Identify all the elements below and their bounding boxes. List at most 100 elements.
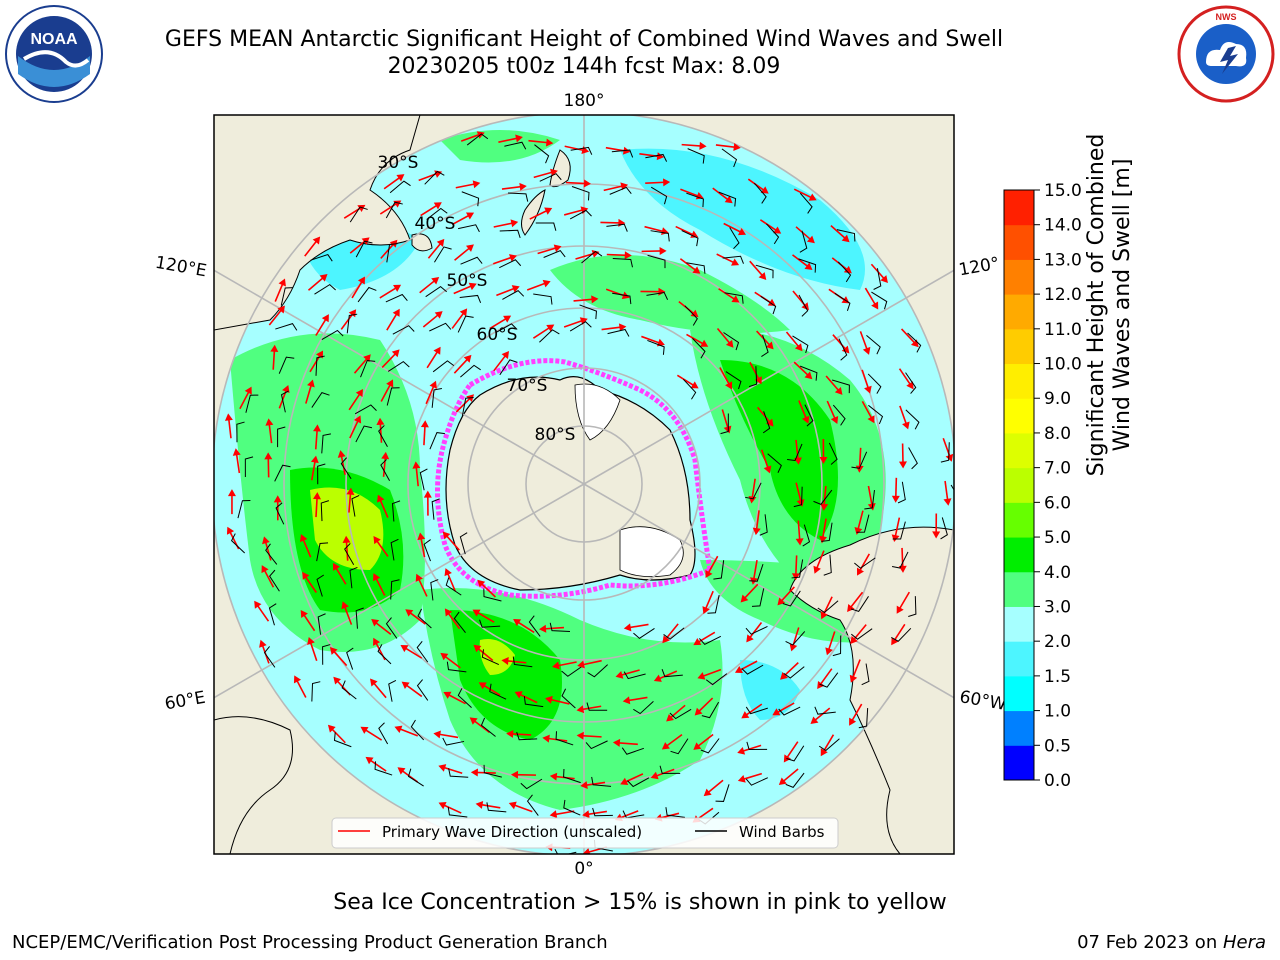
- colorbar-tick-label: 2.0: [1044, 632, 1071, 652]
- colorbar-swatch: [1004, 328, 1034, 365]
- wind-barb: [745, 706, 768, 715]
- wind-barb: [647, 254, 666, 269]
- wave-arrow-head: [355, 388, 364, 398]
- wave-arrow: [398, 727, 419, 737]
- legend-wave-direction: Primary Wave Direction (unscaled): [382, 823, 642, 841]
- wave-arrow-head: [767, 298, 776, 306]
- wave-arrow: [314, 429, 318, 450]
- lon-label-120e: 120°E: [154, 253, 208, 282]
- wave-arrow: [707, 779, 724, 794]
- wave-arrow-head: [794, 343, 803, 352]
- wind-barb: [407, 768, 424, 787]
- wave-arrow-head: [804, 262, 813, 270]
- wind-barb: [480, 717, 496, 737]
- wave-arrow: [565, 181, 587, 185]
- wind-barb: [646, 291, 669, 300]
- wave-arrow: [686, 333, 705, 345]
- wave-arrow: [379, 498, 389, 518]
- wave-arrow-head: [433, 346, 441, 355]
- wind-barb: [457, 688, 472, 709]
- wave-arrow: [573, 298, 594, 302]
- wind-barb: [442, 737, 465, 746]
- wave-arrow-head: [758, 272, 767, 280]
- lon-label-120w: 120°: [957, 254, 1001, 281]
- wave-arrow-head: [327, 724, 336, 733]
- map-frame: [213, 114, 955, 855]
- wave-arrow: [655, 768, 675, 777]
- wave-arrow-head: [658, 287, 666, 296]
- wave-arrow-head: [577, 660, 585, 669]
- wave-zone: [450, 610, 562, 740]
- wave-arrow: [858, 447, 862, 468]
- wind-barb: [460, 256, 483, 265]
- wind-barb: [317, 613, 326, 635]
- wind-barb: [275, 502, 285, 525]
- wave-arrow: [676, 374, 695, 387]
- wave-arrow-head: [856, 567, 864, 576]
- wave-arrow: [795, 226, 812, 241]
- wave-arrow-head: [506, 729, 514, 738]
- wave-arrow-head: [373, 573, 381, 582]
- wave-arrow-head: [734, 665, 744, 674]
- footer-branch: NCEP/EMC/Verification Post Processing Pr…: [12, 932, 608, 953]
- colorbar-swatch: [1004, 224, 1034, 260]
- wave-arrow: [701, 668, 722, 678]
- wave-arrow: [681, 143, 702, 147]
- wave-arrow-head: [262, 536, 270, 545]
- wave-arrow: [792, 254, 809, 268]
- wave-arrow: [564, 145, 585, 152]
- wave-arrow-head: [244, 386, 252, 395]
- wave-arrow: [302, 613, 316, 632]
- wave-arrow-head: [412, 461, 421, 469]
- wave-arrow: [785, 741, 799, 759]
- tasmania: [411, 233, 433, 252]
- wind-barb: [453, 611, 466, 633]
- wave-arrow: [715, 144, 736, 149]
- wind-barb: [419, 468, 428, 491]
- wind-barb: [940, 442, 950, 463]
- wave-arrow-head: [796, 499, 805, 507]
- wave-arrow: [601, 326, 622, 331]
- wind-barb: [360, 359, 376, 378]
- colorbar-tick-label: 11.0: [1044, 320, 1082, 340]
- wind-barb: [378, 425, 388, 448]
- wave-arrow: [513, 804, 533, 813]
- wave-arrow-head: [357, 276, 365, 285]
- sea-ice-caption: Sea Ice Concentration > 15% is shown in …: [333, 890, 947, 915]
- wave-arrow: [405, 683, 423, 698]
- wind-barb: [459, 532, 468, 555]
- wind-barb: [819, 672, 839, 688]
- wind-barb: [446, 661, 467, 673]
- wind-barb: [867, 373, 882, 394]
- wind-barb: [791, 559, 804, 579]
- wave-arrow-head: [702, 606, 710, 615]
- colorbar-tick-label: 15.0: [1044, 181, 1082, 201]
- south-america-land: [789, 526, 954, 854]
- wave-arrow-head: [725, 339, 734, 348]
- wind-barb: [502, 290, 525, 300]
- wave-arrow-head: [321, 314, 329, 323]
- wave-arrow-head: [945, 453, 954, 462]
- wave-arrow-head: [539, 624, 547, 633]
- wave-arrow-head: [700, 339, 709, 347]
- wave-arrow: [815, 550, 825, 570]
- wave-arrow: [380, 242, 395, 259]
- wind-barb: [278, 356, 295, 374]
- wave-arrow-head: [348, 309, 357, 318]
- wave-arrow: [383, 176, 401, 190]
- wave-arrow: [716, 253, 735, 264]
- wind-barb: [346, 313, 358, 334]
- wave-arrow: [759, 219, 778, 232]
- wind-barb: [836, 229, 856, 242]
- wave-arrow: [783, 662, 799, 677]
- wave-arrow: [586, 810, 607, 816]
- wave-arrow: [263, 569, 275, 588]
- wave-arrow-head: [232, 448, 241, 456]
- wave-arrow: [334, 566, 347, 585]
- wave-arrow-head: [469, 717, 478, 725]
- wind-barb: [633, 701, 654, 715]
- wind-barb: [316, 574, 325, 597]
- wind-barb: [854, 557, 876, 569]
- wind-barb: [766, 223, 780, 245]
- wind-barb: [504, 141, 527, 150]
